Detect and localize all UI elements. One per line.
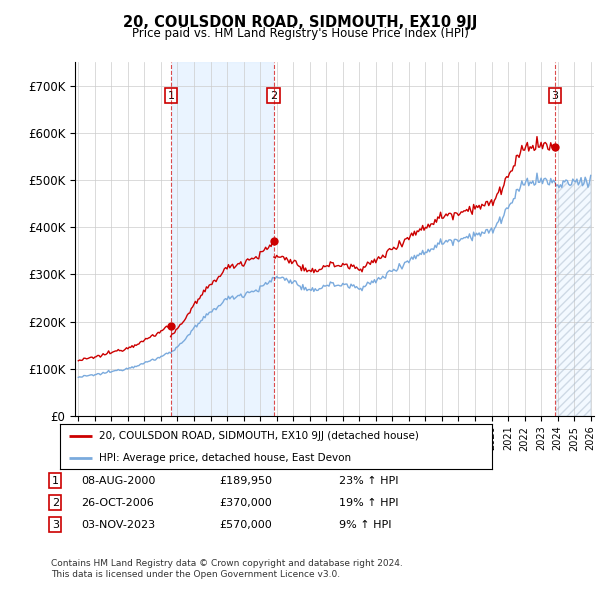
Text: 23% ↑ HPI: 23% ↑ HPI bbox=[339, 476, 398, 486]
Text: 1: 1 bbox=[167, 91, 175, 100]
Text: This data is licensed under the Open Government Licence v3.0.: This data is licensed under the Open Gov… bbox=[51, 571, 340, 579]
Text: £570,000: £570,000 bbox=[219, 520, 272, 529]
Text: Contains HM Land Registry data © Crown copyright and database right 2024.: Contains HM Land Registry data © Crown c… bbox=[51, 559, 403, 568]
Text: 20, COULSDON ROAD, SIDMOUTH, EX10 9JJ (detached house): 20, COULSDON ROAD, SIDMOUTH, EX10 9JJ (d… bbox=[99, 431, 419, 441]
Text: £370,000: £370,000 bbox=[219, 498, 272, 507]
Text: 19% ↑ HPI: 19% ↑ HPI bbox=[339, 498, 398, 507]
Text: 9% ↑ HPI: 9% ↑ HPI bbox=[339, 520, 391, 529]
Text: 08-AUG-2000: 08-AUG-2000 bbox=[81, 476, 155, 486]
Text: 26-OCT-2006: 26-OCT-2006 bbox=[81, 498, 154, 507]
Text: 3: 3 bbox=[52, 520, 59, 529]
Text: £189,950: £189,950 bbox=[219, 476, 272, 486]
Text: 1: 1 bbox=[52, 476, 59, 486]
Text: HPI: Average price, detached house, East Devon: HPI: Average price, detached house, East… bbox=[99, 453, 351, 463]
Text: 2: 2 bbox=[270, 91, 277, 100]
Text: 3: 3 bbox=[551, 91, 559, 100]
Text: 03-NOV-2023: 03-NOV-2023 bbox=[81, 520, 155, 529]
Text: 2: 2 bbox=[52, 498, 59, 507]
Text: 20, COULSDON ROAD, SIDMOUTH, EX10 9JJ: 20, COULSDON ROAD, SIDMOUTH, EX10 9JJ bbox=[123, 15, 477, 30]
Text: Price paid vs. HM Land Registry's House Price Index (HPI): Price paid vs. HM Land Registry's House … bbox=[131, 27, 469, 40]
